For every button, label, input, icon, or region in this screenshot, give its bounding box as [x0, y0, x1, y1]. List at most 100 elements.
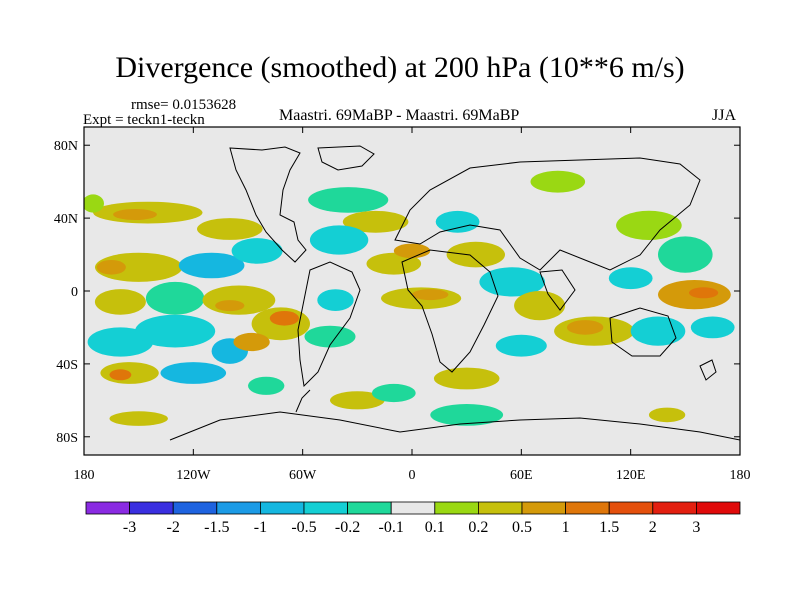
colorbar-label-10: 0.5: [512, 519, 532, 536]
divergence-blob-9: [178, 252, 245, 279]
coastline-africa: [401, 249, 499, 373]
colorbar-swatch-6: [303, 501, 348, 515]
divergence-blob-32: [330, 391, 385, 410]
divergence-blob-6: [342, 210, 409, 233]
colorbar-swatch-10: [477, 501, 523, 515]
colorbar-swatch-5: [259, 501, 305, 515]
divergence-blob-51: [648, 407, 686, 423]
colorbar-label-2: -2: [167, 519, 180, 536]
divergence-blob-5: [308, 187, 389, 213]
season-label: JJA: [712, 107, 737, 124]
divergence-blob-35: [446, 241, 505, 268]
coastline-new-zealand: [699, 359, 717, 381]
divergence-blob-49: [690, 316, 735, 339]
coastline-antarctic-peninsula: [295, 389, 311, 413]
divergence-blob-42: [630, 316, 686, 346]
colorbar-swatch-15: [696, 501, 741, 515]
colorbar-swatch-12: [565, 501, 610, 515]
y-tick-label-3: 0: [71, 285, 78, 300]
colorbar-label-5: -0.5: [291, 519, 316, 536]
divergence-blob-27: [304, 325, 356, 348]
colorbar-label-12: 1.5: [599, 519, 619, 536]
colorbar-label-6: -0.2: [335, 519, 360, 536]
colorbar-label-11: 1: [562, 519, 570, 536]
colorbar-swatch-9: [434, 501, 479, 515]
divergence-blob-3: [84, 194, 104, 213]
x-tick-label-4: 0: [409, 468, 416, 483]
colorbar-swatch-2: [129, 501, 174, 515]
x-tick-label-7: 180: [730, 468, 751, 483]
divergence-blob-26: [233, 332, 270, 352]
colorbar-swatch-8: [390, 501, 436, 515]
divergence-blob-31: [248, 376, 285, 395]
colorbar-swatch-4: [216, 501, 261, 515]
divergence-blob-48: [608, 267, 653, 290]
colorbar-label-9: 0.2: [468, 519, 488, 536]
y-tick-label-1: 80N: [54, 139, 78, 154]
divergence-blob-34: [433, 367, 500, 390]
divergence-blob-33: [371, 383, 416, 403]
coastline-antarctica: [169, 411, 740, 441]
divergence-blob-38: [514, 291, 566, 321]
contour-fill-layer: [84, 170, 735, 426]
divergence-blob-10: [231, 238, 283, 264]
divergence-blob-12: [366, 252, 422, 275]
divergence-blob-17: [215, 300, 245, 312]
colorbar-label-1: -3: [123, 519, 136, 536]
x-tick-label-5: 60E: [510, 468, 533, 483]
divergence-blob-15: [145, 281, 205, 315]
divergence-blob-29: [109, 369, 132, 381]
divergence-blob-13: [393, 243, 431, 259]
comparison-label: Maastri. 69MaBP - Maastri. 69MaBP: [279, 107, 520, 124]
coastline-layer: [169, 145, 740, 441]
colorbar-label-14: 3: [692, 519, 700, 536]
colorbar-swatch-13: [608, 501, 654, 515]
colorbar: -3 -2 -1.5 -1 -0.5 -0.2 -0.1 0.1 0.2 0.5 1 1.5 2 3: [85, 501, 741, 536]
colorbar-label-4: -1: [254, 519, 267, 536]
x-tick-label-2: 120W: [176, 468, 211, 483]
divergence-blob-47: [689, 287, 719, 299]
colorbar-label-3: -1.5: [204, 519, 229, 536]
colorbar-swatch-3: [172, 501, 218, 515]
divergence-blob-4: [197, 218, 263, 240]
divergence-blob-50: [430, 404, 504, 426]
divergence-blob-43: [530, 170, 586, 193]
divergence-blob-30: [160, 362, 227, 384]
divergence-blob-14: [94, 289, 146, 315]
x-tick-label-1: 180: [74, 468, 95, 483]
coastline-australia: [609, 307, 677, 357]
y-tick-label-2: 40N: [54, 212, 78, 227]
divergence-blob-52: [109, 411, 168, 426]
coastline-india: [539, 269, 576, 311]
divergence-blob-11: [309, 225, 369, 255]
coastline-europe-asia: [394, 157, 701, 271]
divergence-blob-7: [95, 252, 183, 282]
x-tick-label-6: 120E: [616, 468, 646, 483]
colorbar-label-8: 0.1: [425, 519, 445, 536]
divergence-blob-20: [412, 289, 449, 301]
coastline-greenland: [317, 145, 375, 171]
colorbar-label-13: 2: [649, 519, 657, 536]
divergence-blob-8: [96, 260, 126, 275]
divergence-blob-45: [658, 236, 713, 273]
coastline-south-america: [297, 261, 361, 388]
experiment-label: Expt = teckn1-teckn: [83, 112, 205, 128]
colorbar-swatch-7: [347, 501, 392, 515]
divergence-blob-41: [566, 320, 604, 335]
rmse-label: rmse= 0.0153628: [131, 97, 237, 113]
colorbar-swatch-1: [85, 501, 130, 515]
chart-title: Divergence (smoothed) at 200 hPa (10**6 …: [115, 51, 685, 84]
colorbar-label-7: -0.1: [379, 519, 404, 536]
divergence-blob-36: [435, 210, 480, 233]
colorbar-swatch-11: [521, 501, 566, 515]
divergence-blob-18: [317, 289, 354, 311]
divergence-blob-39: [495, 334, 547, 357]
x-tick-label-3: 60W: [289, 468, 317, 483]
axis-ticks: 180 120W 60W 0 60E 120E 180 80N 40N 0 40S 80S: [54, 127, 751, 483]
divergence-blob-2: [113, 209, 157, 220]
coastline-north-america: [229, 146, 307, 263]
y-tick-label-4: 40S: [56, 358, 78, 373]
colorbar-swatch-14: [652, 501, 697, 515]
divergence-blob-44: [616, 210, 682, 240]
